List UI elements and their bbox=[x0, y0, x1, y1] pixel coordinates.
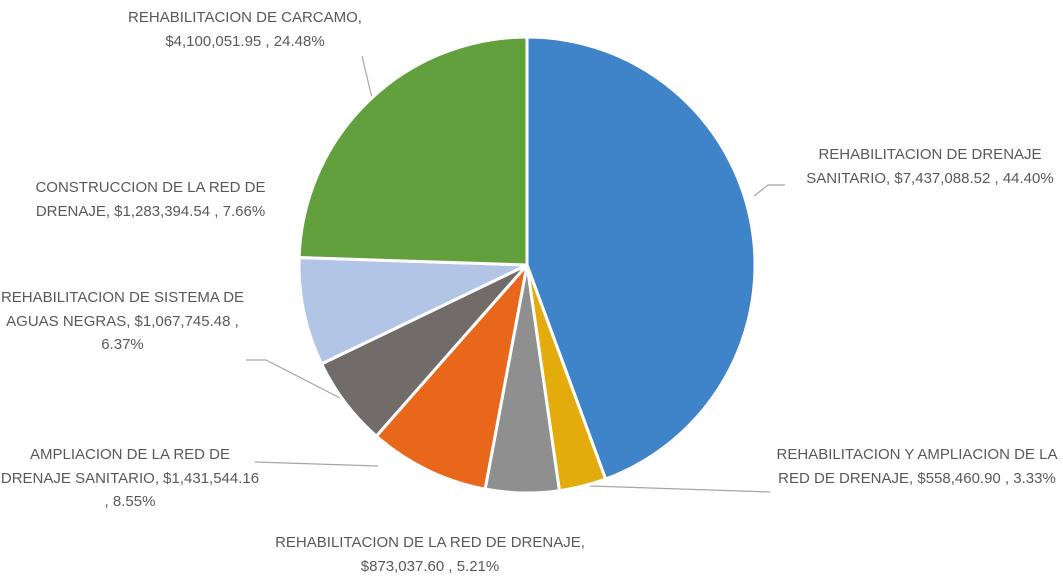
data-label: REHABILITACION DE CARCAMO, $4,100,051.95… bbox=[128, 9, 362, 50]
page: {"chart_data": {"type": "pie", "categori… bbox=[0, 9, 1058, 575]
slices bbox=[297, 35, 757, 495]
category-name: REHABILITACION DE CARCAMO bbox=[128, 9, 358, 26]
amount-label: $7,437,088.52 bbox=[894, 169, 991, 187]
amount-label: $558,460.90 bbox=[917, 469, 1001, 487]
leader-line bbox=[254, 461, 379, 467]
data-label: REHABILITACION DE LA RED DE DRENAJE, $87… bbox=[275, 534, 585, 575]
leader-line bbox=[361, 55, 373, 99]
category-name: AMPLIACION DE LA RED DE DRENAJE SANITARI… bbox=[0, 446, 231, 487]
amount-label: $1,431,544.16 bbox=[163, 469, 260, 487]
pie-slice bbox=[297, 35, 529, 267]
pie-slice bbox=[297, 256, 529, 366]
data-label: REHABILITACION DE SISTEMA DE AGUAS NEGRA… bbox=[0, 289, 245, 353]
pie-slice bbox=[525, 35, 757, 481]
category-name: REHABILITACION Y AMPLIACION DE LA RED DE… bbox=[776, 446, 1058, 487]
data-label: REHABILITACION DE DRENAJE SANITARIO, $7,… bbox=[806, 146, 1054, 187]
data-label: CONSTRUCCION DE LA RED DE DRENAJE, $1,28… bbox=[35, 179, 266, 220]
data-label: AMPLIACION DE LA RED DE DRENAJE SANITARI… bbox=[0, 446, 260, 510]
leader-lines bbox=[246, 55, 785, 493]
chart bbox=[246, 35, 785, 495]
amount-label: $1,067,745.48 bbox=[134, 312, 231, 330]
percent-label: 8.55% bbox=[112, 493, 156, 510]
percent-label: 7.66% bbox=[222, 202, 266, 220]
percent-label: 3.33% bbox=[1013, 469, 1056, 487]
category-name: CONSTRUCCION DE LA RED DE DRENAJE bbox=[35, 179, 266, 220]
leader-line bbox=[246, 359, 341, 399]
amount-label: $1,283,394.54 bbox=[114, 202, 211, 220]
percent-label: 44.40% bbox=[1002, 169, 1054, 187]
pie-slice bbox=[374, 263, 529, 491]
leader-line bbox=[753, 184, 785, 197]
percent-label: 24.48% bbox=[273, 32, 325, 50]
amount-label: $873,037.60 bbox=[360, 557, 445, 575]
leader-line bbox=[589, 485, 771, 493]
amount-label: $4,100,051.95 bbox=[165, 32, 262, 50]
category-name: REHABILITACION DE DRENAJE SANITARIO bbox=[806, 146, 1042, 187]
category-name: REHABILITACION DE LA RED DE DRENAJE bbox=[275, 534, 581, 551]
data-label: REHABILITACION Y AMPLIACION DE LA RED DE… bbox=[776, 446, 1058, 487]
percent-label: 6.37% bbox=[101, 336, 144, 353]
percent-label: 5.21% bbox=[456, 557, 500, 575]
category-name: REHABILITACION DE SISTEMA DE AGUAS NEGRA… bbox=[0, 289, 245, 330]
